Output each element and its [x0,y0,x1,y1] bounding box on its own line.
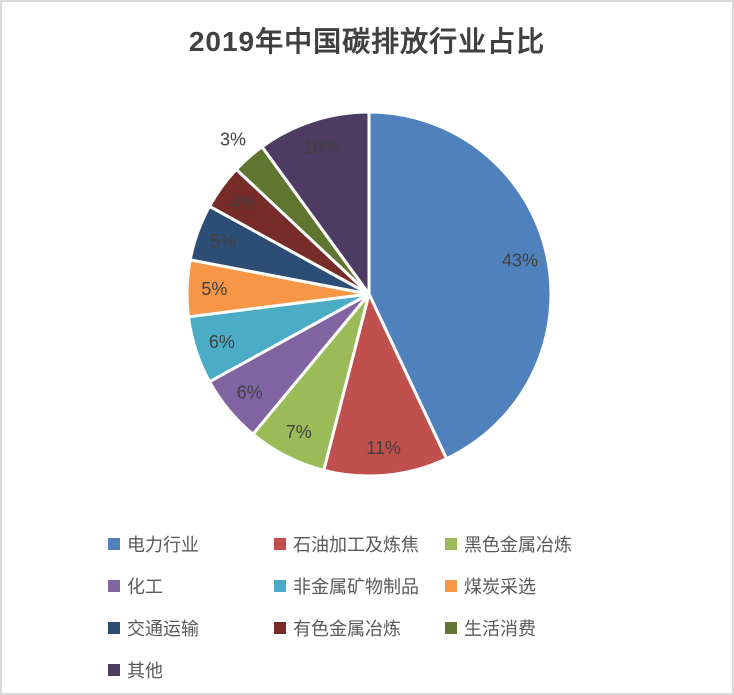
pie-label-黑色金属冶炼: 7% [286,422,312,442]
legend-item-电力行业: 电力行业 [108,532,274,555]
legend-label: 交通运输 [127,618,199,639]
legend-item-非金属矿物制品: 非金属矿物制品 [274,574,445,597]
legend-item-其他: 其他 [108,658,274,681]
pie-label-其他: 10% [303,137,339,157]
legend-label: 非金属矿物制品 [293,576,419,597]
pie-label-生活消费: 3% [220,130,246,150]
legend-swatch-icon [445,621,457,634]
legend-item-生活消费: 生活消费 [445,616,572,639]
legend-swatch-icon [274,579,286,592]
legend-item-有色金属冶炼: 有色金属冶炼 [274,616,445,639]
legend-swatch-icon [445,579,457,592]
legend: 电力行业 石油加工及炼焦 黑色金属冶炼化工 非金属矿物制品 煤炭采选交通运输 有色金属冶炼… [108,532,572,681]
legend-label: 其他 [127,660,163,681]
legend-item-石油加工及炼焦: 石油加工及炼焦 [274,532,445,555]
legend-item-交通运输: 交通运输 [108,616,274,639]
pie-label-煤炭采选: 5% [201,279,227,299]
pie-label-有色金属冶炼: 4% [231,193,257,213]
legend-swatch-icon [108,621,120,634]
legend-swatch-icon [274,621,286,634]
legend-label: 石油加工及炼焦 [293,534,419,555]
pie-slice-石油加工及炼焦 [322,292,448,478]
legend-label: 煤炭采选 [464,576,536,597]
legend-item-化工: 化工 [108,574,274,597]
pie-label-交通运输: 5% [210,232,236,252]
legend-label: 电力行业 [127,534,199,555]
legend-label: 生活消费 [464,618,536,639]
pie-label-化工: 6% [237,383,263,403]
pie-label-石油加工及炼焦: 11% [366,438,401,458]
pie-slice-其他 [260,110,371,296]
legend-label: 黑色金属冶炼 [464,534,572,555]
pie-label-电力行业: 43% [502,250,538,270]
legend-swatch-icon [108,537,120,550]
chart-title: 2019年中国碳排放行业占比 [188,26,546,57]
legend-item-煤炭采选: 煤炭采选 [445,574,572,597]
legend-swatch-icon [108,663,120,676]
legend-label: 有色金属冶炼 [293,618,401,639]
pie-label-非金属矿物制品: 6% [209,332,235,352]
legend-label: 化工 [127,576,163,597]
pie-slice-电力行业 [367,110,553,461]
legend-swatch-icon [445,537,457,550]
legend-item-黑色金属冶炼: 黑色金属冶炼 [445,532,572,555]
legend-swatch-icon [274,537,286,550]
legend-swatch-icon [108,579,120,592]
